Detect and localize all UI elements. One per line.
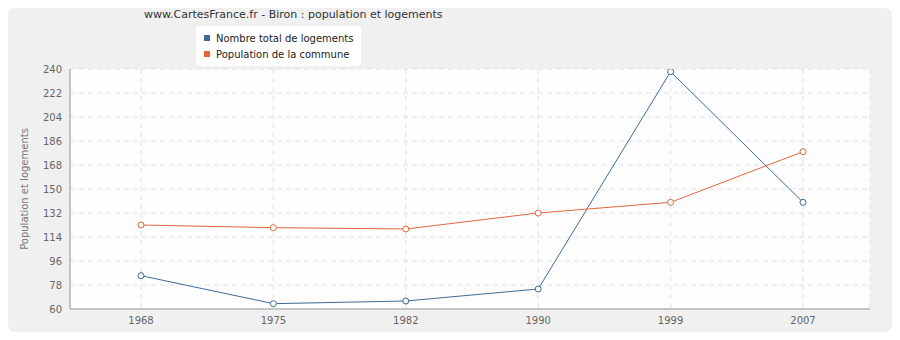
svg-text:114: 114 [43, 232, 62, 243]
svg-text:222: 222 [43, 88, 62, 99]
svg-text:96: 96 [49, 256, 62, 267]
svg-text:1968: 1968 [128, 315, 153, 326]
svg-text:Population et logements: Population et logements [19, 128, 30, 250]
svg-text:132: 132 [43, 208, 62, 219]
svg-text:1990: 1990 [525, 315, 550, 326]
svg-text:150: 150 [43, 184, 62, 195]
svg-text:204: 204 [43, 112, 62, 123]
svg-text:78: 78 [49, 280, 62, 291]
svg-text:1975: 1975 [261, 315, 286, 326]
svg-text:240: 240 [43, 64, 62, 75]
svg-text:1982: 1982 [393, 315, 418, 326]
svg-text:186: 186 [43, 136, 62, 147]
svg-text:60: 60 [49, 304, 62, 315]
html-text:www.CartesFrance.fr - Biron :: www.CartesFrance.fr - Biron : population… [144, 8, 443, 21]
svg-text:168: 168 [43, 160, 62, 171]
svg-text:1999: 1999 [658, 315, 683, 326]
svg-text:2007: 2007 [790, 315, 815, 326]
html-text:Population de la commune: Population de la commune [216, 48, 350, 60]
html-text:Nombre total de logements: Nombre total de logements [216, 32, 354, 44]
